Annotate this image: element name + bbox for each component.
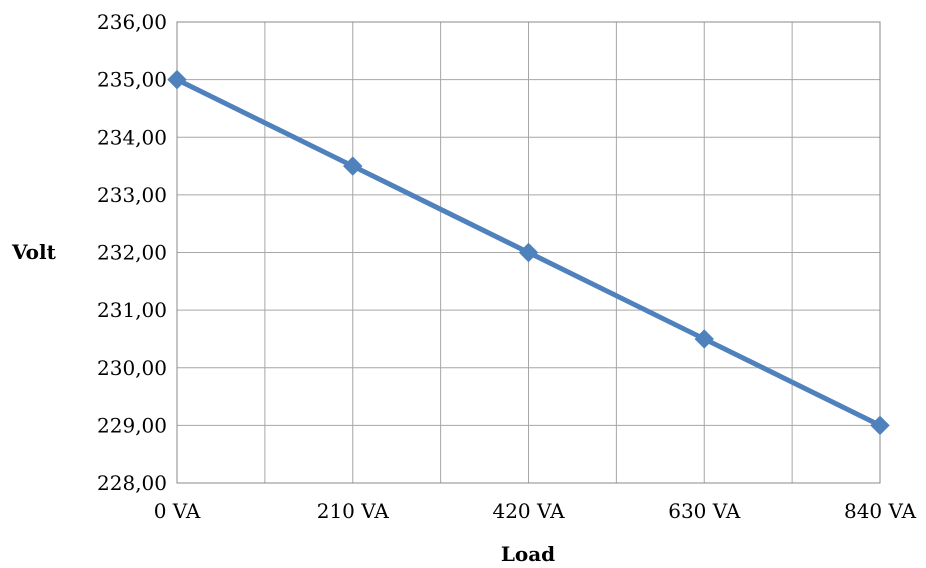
y-tick-label: 229,00 [97,413,167,437]
data-point-marker [167,69,187,90]
y-tick-labels: 228,00 229,00 230,00 231,00 232,00 233,00 234,… [97,10,167,495]
data-point-marker [518,242,539,263]
y-tick-label: 236,00 [97,10,167,34]
plot-frame [176,21,881,484]
data-point-marker [870,415,890,436]
y-axis-title: Volt [11,240,57,264]
x-tick-label: 840 VA [844,499,917,523]
data-point-marker [694,329,714,349]
x-tick-label: 210 VA [317,499,390,523]
y-tick-label: 235,00 [97,68,167,92]
x-tick-labels: 0 VA 210 VA 420 VA 630 VA 840 VA [154,499,917,523]
x-axis-title: Load [501,542,555,566]
y-tick-label: 230,00 [97,356,167,380]
y-tick-label: 233,00 [97,183,167,207]
y-tick-label: 228,00 [97,471,167,495]
series-layer [167,69,890,436]
x-tick-label: 420 VA [492,499,565,523]
x-tick-label: 630 VA [668,499,741,523]
y-tick-label: 234,00 [97,125,167,149]
x-tick-label: 0 VA [154,499,201,523]
data-point-marker [343,156,363,176]
y-tick-label: 231,00 [97,298,167,322]
y-tick-label: 232,00 [97,241,167,265]
